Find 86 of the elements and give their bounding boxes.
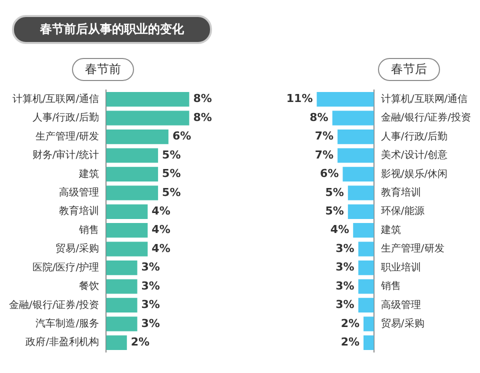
bar [106, 129, 168, 144]
y-tick-label: 财务/审计/统计 [32, 149, 100, 162]
bar [106, 186, 158, 200]
bar [106, 148, 158, 163]
bar [106, 204, 148, 219]
bar [342, 166, 374, 182]
data-label: 6% [172, 130, 192, 143]
text: 春节前后从事的职业的变化 [12, 15, 212, 44]
y-tick-label: 贸易/采购 [380, 318, 424, 330]
bar [332, 110, 374, 126]
bar [353, 223, 374, 238]
bar [106, 335, 127, 350]
y-tick-label: 医院/医疗/护理 [32, 261, 100, 274]
y-tick-label: 政府/非盈利机构 [26, 336, 100, 348]
data-label: 3% [141, 260, 160, 274]
data-label: 3% [336, 298, 354, 312]
y-tick-label: 金融/银行/证券/投资 [380, 112, 471, 124]
y-tick-label: 建筑 [78, 168, 100, 180]
y-tick-label: 高级管理 [380, 298, 421, 311]
y-tick-label: 美术/设计/创意 [380, 149, 448, 162]
y-tick-label: 影视/娱乐/休闲 [380, 168, 448, 180]
y-tick-label: 高级管理 [59, 186, 100, 199]
data-label: 8% [193, 110, 212, 124]
data-label: 4% [330, 223, 350, 236]
bar [106, 260, 138, 276]
bar [106, 166, 158, 182]
bar [316, 92, 374, 107]
data-label: 5% [162, 167, 181, 180]
data-label: 3% [141, 298, 160, 312]
y-tick-label: 生产管理/研发 [380, 242, 444, 255]
bar [106, 223, 148, 238]
bar [348, 186, 374, 200]
data-label: 2% [340, 336, 360, 348]
bar [106, 279, 138, 294]
bar [106, 316, 138, 332]
bar [358, 298, 374, 313]
y-tick-label: 教育培训 [380, 186, 421, 199]
y-tick-label: 人事/行政/后勤 [380, 130, 448, 142]
data-label: 6% [320, 167, 339, 180]
bar [106, 92, 190, 107]
y-tick-label: 销售 [380, 280, 401, 292]
data-label: 3% [141, 279, 160, 292]
data-label: 5% [162, 148, 181, 162]
data-label: 3% [141, 316, 160, 330]
data-label: 11% [286, 92, 313, 106]
data-label: 4% [152, 204, 170, 218]
bar [358, 260, 374, 276]
data-label: 2% [130, 336, 150, 348]
text: 春节后 [378, 58, 440, 81]
bar [338, 129, 374, 144]
y-tick-label: 餐饮 [79, 280, 100, 292]
chart-title: 春节前 [72, 58, 134, 81]
data-label: 4% [152, 242, 170, 255]
y-tick-label: 销售 [78, 224, 100, 236]
data-label: 2% [340, 316, 360, 330]
y-tick-label: 计算机/互联网/通信 [380, 92, 468, 105]
y-tick-label: 环保/能源 [380, 205, 424, 218]
data-label: 5% [325, 204, 344, 218]
y-tick-label: 金融/银行/证券/投资 [9, 298, 100, 311]
y-tick-label: 建筑 [380, 224, 401, 236]
data-label: 8% [310, 110, 328, 124]
bar [106, 242, 148, 256]
data-label: 3% [336, 242, 354, 255]
y-tick-label: 人事/行政/后勤 [32, 112, 100, 124]
bar [358, 279, 374, 294]
bar [364, 316, 374, 332]
y-tick-label: 生产管理/研发 [36, 130, 100, 142]
data-label: 7% [314, 130, 334, 143]
y-tick-label: 计算机/互联网/通信 [12, 92, 100, 105]
data-label: 5% [325, 186, 344, 199]
data-label: 3% [336, 279, 354, 292]
bar [358, 242, 374, 256]
data-label: 7% [314, 148, 334, 162]
bar [348, 204, 374, 219]
data-label: 3% [336, 260, 354, 274]
bar [338, 148, 374, 163]
y-tick-label: 汽车制造/服务 [36, 318, 100, 330]
bar [364, 335, 374, 350]
bar [106, 110, 190, 126]
data-label: 4% [152, 223, 170, 236]
bar [106, 298, 138, 313]
data-label: 5% [162, 186, 181, 199]
data-label: 8% [193, 92, 212, 106]
y-tick-label: 教育培训 [59, 205, 100, 218]
y-tick-label: 职业培训 [380, 261, 421, 274]
y-tick-label: 贸易/采购 [56, 242, 100, 255]
